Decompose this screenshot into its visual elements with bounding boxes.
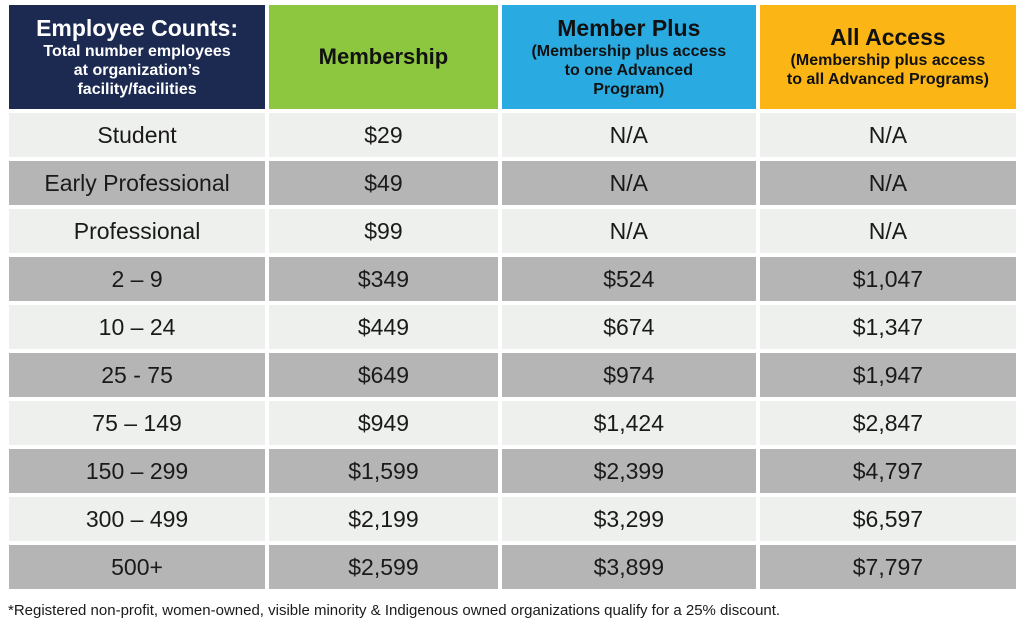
table-row: 500+ $2,599 $3,899 $7,797 [9, 545, 1016, 589]
member-plus-price-cell: $674 [501, 305, 756, 349]
table-row: 10 – 24 $449 $674 $1,347 [9, 305, 1016, 349]
all-access-price-cell: $7,797 [759, 545, 1016, 589]
header-subtitle-line: at organization’s [73, 61, 201, 79]
tier-cell: 300 – 499 [9, 497, 266, 541]
all-access-price-cell: $4,797 [759, 449, 1016, 493]
header-row: Employee Counts: Total number employees … [9, 5, 1016, 109]
header-membership: Membership [269, 5, 498, 109]
table-row: Professional $99 N/A N/A [9, 209, 1016, 253]
member-plus-price-cell: N/A [501, 113, 756, 157]
header-subtitle-line: to all Advanced Programs) [786, 71, 989, 88]
pricing-table: Employee Counts: Total number employees … [5, 1, 1020, 593]
table-row: 150 – 299 $1,599 $2,399 $4,797 [9, 449, 1016, 493]
membership-price-cell: $29 [269, 113, 498, 157]
header-employee-counts: Employee Counts: Total number employees … [9, 5, 266, 109]
membership-price-cell: $1,599 [269, 449, 498, 493]
table-row: 75 – 149 $949 $1,424 $2,847 [9, 401, 1016, 445]
tier-cell: 500+ [9, 545, 266, 589]
header-subtitle-line: (Membership plus access [790, 52, 986, 69]
tier-cell: 150 – 299 [9, 449, 266, 493]
tier-cell: Student [9, 113, 266, 157]
discount-footnote: *Registered non-profit, women-owned, vis… [8, 602, 781, 619]
header-title: All Access [830, 24, 946, 50]
membership-price-cell: $449 [269, 305, 498, 349]
header-title: Member Plus [557, 14, 701, 41]
table-row: Early Professional $49 N/A N/A [9, 161, 1016, 205]
membership-price-cell: $49 [269, 161, 498, 205]
membership-price-cell: $949 [269, 401, 498, 445]
tier-cell: Professional [9, 209, 266, 253]
all-access-price-cell: $1,347 [759, 305, 1016, 349]
header-title: Membership [318, 44, 449, 69]
tier-cell: 25 - 75 [9, 353, 266, 397]
member-plus-price-cell: $3,299 [501, 497, 756, 541]
all-access-price-cell: $1,047 [759, 257, 1016, 301]
header-subtitle-line: Total number employees [43, 42, 231, 60]
tier-cell: 2 – 9 [9, 257, 266, 301]
all-access-price-cell: N/A [759, 113, 1016, 157]
all-access-price-cell: N/A [759, 209, 1016, 253]
header-subtitle-line: to one Advanced [564, 61, 693, 79]
all-access-price-cell: $2,847 [759, 401, 1016, 445]
header-subtitle-line: Program) [593, 80, 665, 98]
member-plus-price-cell: N/A [501, 161, 756, 205]
tier-cell: 75 – 149 [9, 401, 266, 445]
header-title: Employee Counts: [36, 14, 239, 41]
membership-price-cell: $99 [269, 209, 498, 253]
tier-cell: 10 – 24 [9, 305, 266, 349]
member-plus-price-cell: N/A [501, 209, 756, 253]
membership-price-cell: $2,199 [269, 497, 498, 541]
header-subtitle-line: (Membership plus access [531, 42, 727, 60]
all-access-price-cell: $6,597 [759, 497, 1016, 541]
table-row: 2 – 9 $349 $524 $1,047 [9, 257, 1016, 301]
table-row: 25 - 75 $649 $974 $1,947 [9, 353, 1016, 397]
membership-price-cell: $349 [269, 257, 498, 301]
membership-price-cell: $649 [269, 353, 498, 397]
table-row: Student $29 N/A N/A [9, 113, 1016, 157]
membership-price-cell: $2,599 [269, 545, 498, 589]
all-access-price-cell: N/A [759, 161, 1016, 205]
tier-cell: Early Professional [9, 161, 266, 205]
member-plus-price-cell: $1,424 [501, 401, 756, 445]
member-plus-price-cell: $3,899 [501, 545, 756, 589]
header-subtitle-line: facility/facilities [77, 80, 197, 98]
table-row: 300 – 499 $2,199 $3,299 $6,597 [9, 497, 1016, 541]
member-plus-price-cell: $974 [501, 353, 756, 397]
all-access-price-cell: $1,947 [759, 353, 1016, 397]
header-member-plus: Member Plus (Membership plus access to o… [501, 5, 756, 109]
member-plus-price-cell: $524 [501, 257, 756, 301]
header-all-access: All Access (Membership plus access to al… [759, 5, 1016, 109]
member-plus-price-cell: $2,399 [501, 449, 756, 493]
